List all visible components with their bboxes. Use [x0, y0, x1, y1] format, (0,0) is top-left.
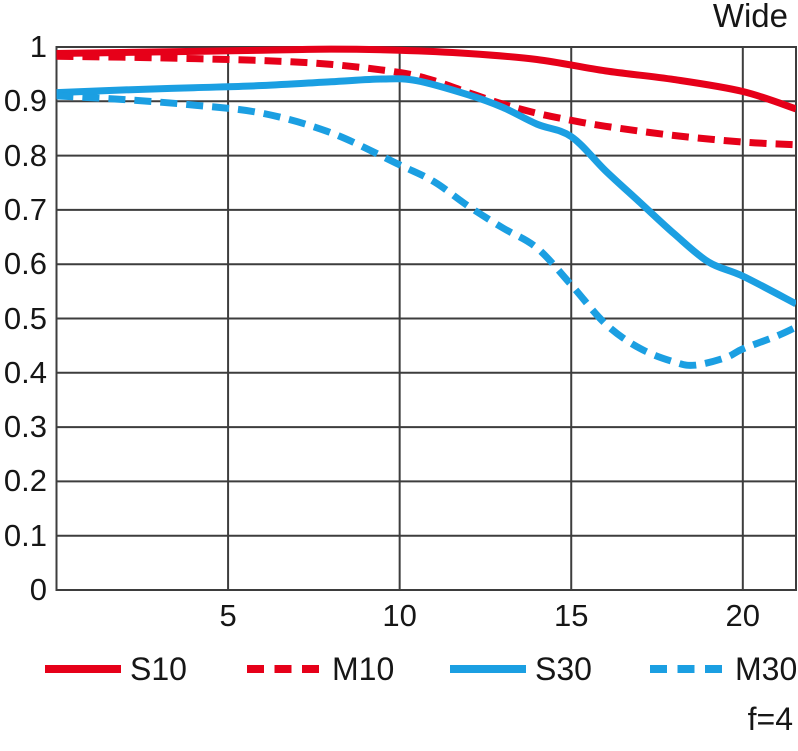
legend-label-m10: M10: [332, 651, 395, 687]
x-tick-label-15: 15: [553, 598, 589, 633]
y-tick-label-0.8: 0.8: [3, 137, 47, 173]
y-tick-label-0.3: 0.3: [3, 409, 47, 445]
x-tick-label-5: 5: [219, 598, 237, 633]
x-tick-label-20: 20: [725, 598, 761, 633]
curve-m30: [56, 92, 796, 369]
plot-area: [55, 45, 797, 591]
y-tick-label-0: 0: [29, 572, 47, 607]
y-tick-label-0.7: 0.7: [3, 191, 47, 227]
y-tick-label-0.2: 0.2: [3, 463, 47, 499]
legend-label-s30: S30: [535, 651, 592, 687]
curve-s30: [56, 75, 796, 307]
y-tick-label-0.1: 0.1: [3, 517, 47, 553]
legend-label-m30: M30: [735, 651, 798, 687]
x-tick-label-10: 10: [382, 598, 417, 633]
legend-item-m30: M30: [650, 650, 797, 688]
curve-s10: [56, 45, 796, 113]
y-tick-label-0.6: 0.6: [3, 246, 47, 282]
legend-label-s10: S10: [130, 651, 187, 687]
legend-dashed-line-swatch: [650, 665, 726, 673]
y-tick-label-0.4: 0.4: [3, 354, 47, 390]
y-tick-label-0.5: 0.5: [3, 300, 47, 336]
legend-item-s10: S10: [45, 650, 187, 688]
legend-solid-line-swatch: [45, 665, 121, 673]
aperture-label: f=4: [747, 701, 793, 737]
chart-title: Wide: [712, 0, 788, 34]
grid-lines: [55, 46, 797, 591]
y-tick-label-1: 1: [29, 29, 47, 64]
legend-item-m10: M10: [247, 650, 394, 688]
legend-solid-line-swatch: [450, 665, 526, 673]
y-tick-label-0.9: 0.9: [3, 83, 47, 119]
legend-dashed-line-swatch: [247, 665, 323, 673]
legend-item-s30: S30: [450, 650, 592, 688]
